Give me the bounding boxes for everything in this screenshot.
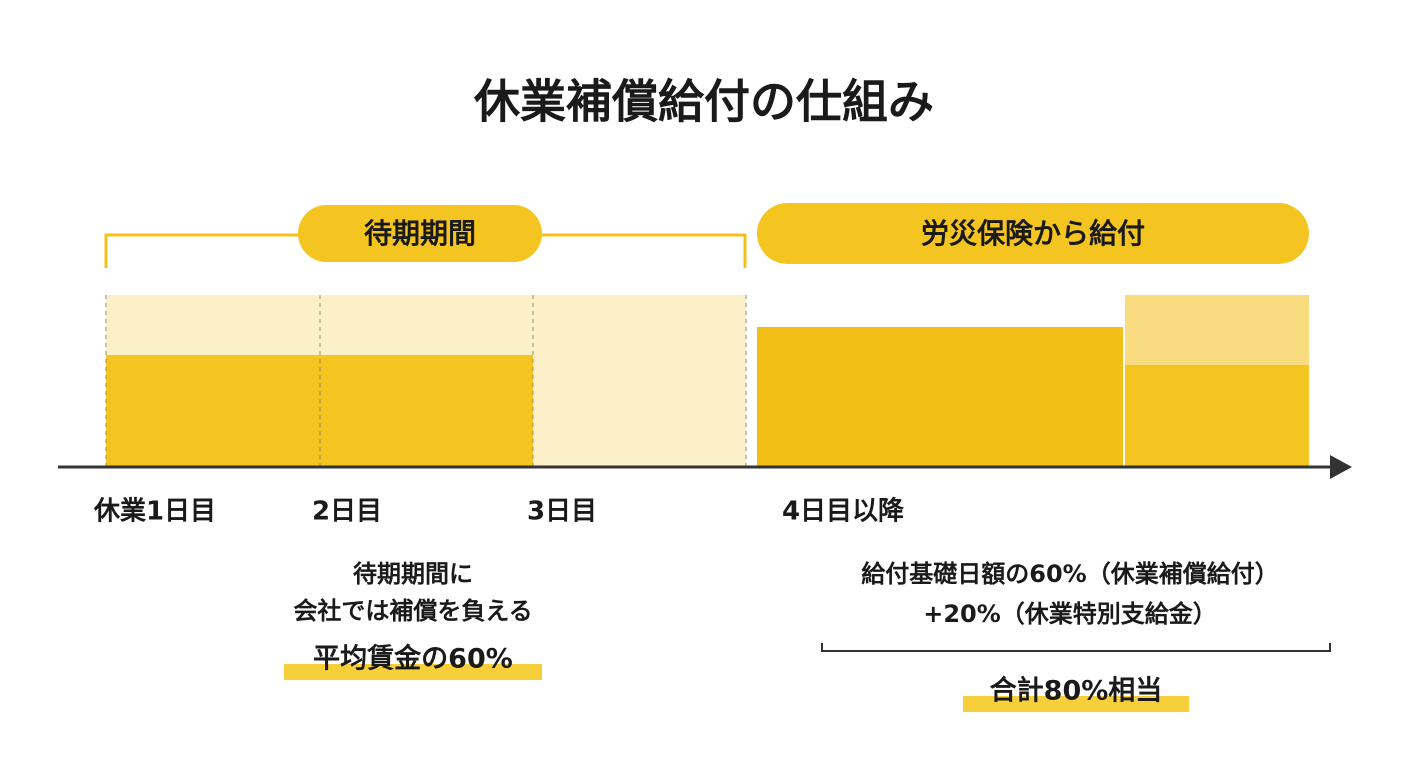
special-block [1125, 295, 1309, 365]
note-line: 待期期間に [353, 560, 473, 588]
day-label: 3日目 [527, 497, 597, 527]
highlight-marker [963, 696, 1189, 712]
benefit-block [1125, 365, 1309, 466]
waiting-bracket [104, 233, 747, 268]
note-line: 会社では補償を負える [293, 597, 532, 625]
title: 休業補償給付の仕組み [473, 75, 934, 129]
note-highlight: 合計80%相当 [990, 675, 1163, 707]
note-highlight: 平均賃金の60% [313, 643, 513, 675]
day-label: 2日目 [312, 497, 382, 527]
note-line: +20%（休業特別支給金） [923, 600, 1217, 628]
waiting-pill [298, 205, 542, 262]
waiting-label: 待期期間 [364, 217, 476, 250]
day-label: 4日目以降 [782, 497, 905, 527]
note-line: 給付基礎日額の60%（休業補償給付） [861, 560, 1278, 588]
timeline-arrow [1330, 455, 1352, 479]
benefit-block [757, 327, 1123, 466]
insurance-label: 労災保険から給付 [921, 217, 1145, 250]
day-label: 休業1日目 [93, 497, 216, 527]
insurance-pill [757, 203, 1309, 264]
sum-bracket [821, 643, 1331, 652]
highlight-marker [284, 664, 542, 680]
